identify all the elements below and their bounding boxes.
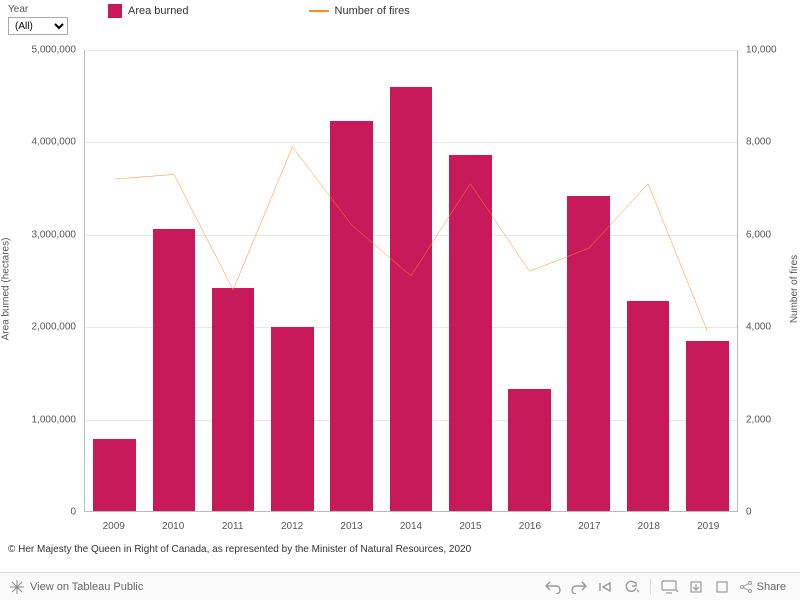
y2-ticks: 0 2,000 4,000 6,000 8,000 10,000 bbox=[740, 40, 780, 538]
y1-tick: 4,000,000 bbox=[32, 137, 77, 148]
x-axis-label: 2015 bbox=[441, 521, 500, 532]
chart: Area burned (hectares) Number of fires 0… bbox=[0, 40, 800, 538]
x-axis-label: 2017 bbox=[560, 521, 619, 532]
footer-divider bbox=[650, 579, 651, 595]
y2-tick: 10,000 bbox=[746, 45, 777, 56]
fullscreen-icon bbox=[715, 580, 729, 594]
x-axis-label: 2014 bbox=[381, 521, 440, 532]
legend-swatch-fires bbox=[309, 10, 329, 12]
x-axis-label: 2010 bbox=[143, 521, 202, 532]
replay-icon bbox=[597, 580, 613, 594]
legend-item-fires: Number of fires bbox=[309, 4, 410, 18]
line-series bbox=[85, 50, 737, 511]
legend-label-area: Area burned bbox=[128, 5, 189, 17]
y2-tick: 8,000 bbox=[746, 137, 771, 148]
x-axis-labels: 2009201020112012201320142015201620172018… bbox=[84, 521, 738, 532]
share-icon bbox=[739, 580, 753, 594]
download-button[interactable] bbox=[683, 576, 709, 598]
y2-tick: 0 bbox=[746, 507, 752, 518]
legend-swatch-area bbox=[108, 4, 122, 18]
view-on-tableau-link[interactable]: View on Tableau Public bbox=[10, 580, 143, 594]
x-axis-label: 2019 bbox=[679, 521, 738, 532]
tableau-icon bbox=[10, 580, 24, 594]
tableau-footer: View on Tableau Public Share bbox=[0, 572, 800, 600]
y1-tick: 5,000,000 bbox=[32, 45, 77, 56]
y1-ticks: 0 1,000,000 2,000,000 3,000,000 4,000,000 5,0… bbox=[20, 40, 82, 538]
download-icon bbox=[689, 580, 703, 594]
x-axis-label: 2012 bbox=[262, 521, 321, 532]
x-axis-label: 2018 bbox=[619, 521, 678, 532]
y1-tick: 2,000,000 bbox=[32, 322, 77, 333]
share-label: Share bbox=[757, 581, 786, 593]
year-filter-label: Year bbox=[8, 4, 68, 15]
device-icon bbox=[661, 580, 679, 594]
y2-axis-label: Number of fires bbox=[789, 255, 800, 323]
legend: Area burned Number of fires bbox=[108, 4, 410, 18]
y1-tick: 0 bbox=[70, 507, 76, 518]
y2-tick: 4,000 bbox=[746, 322, 771, 333]
legend-label-fires: Number of fires bbox=[335, 5, 410, 17]
x-axis-label: 2011 bbox=[203, 521, 262, 532]
redo-icon bbox=[571, 580, 587, 594]
year-select[interactable]: (All) bbox=[8, 17, 68, 35]
share-button[interactable]: Share bbox=[735, 580, 790, 594]
y1-axis-label: Area burned (hectares) bbox=[1, 238, 12, 341]
legend-item-area: Area burned bbox=[108, 4, 189, 18]
y2-tick: 6,000 bbox=[746, 229, 771, 240]
x-axis-label: 2016 bbox=[500, 521, 559, 532]
fires-line[interactable] bbox=[115, 147, 708, 331]
view-on-tableau-label: View on Tableau Public bbox=[30, 581, 143, 593]
x-axis-label: 2013 bbox=[322, 521, 381, 532]
year-filter: Year (All) bbox=[8, 4, 68, 35]
replay-button[interactable] bbox=[592, 576, 618, 598]
fullscreen-button[interactable] bbox=[709, 576, 735, 598]
redo-button[interactable] bbox=[566, 576, 592, 598]
plot-area bbox=[84, 50, 738, 512]
copyright-text: © Her Majesty the Queen in Right of Cana… bbox=[0, 538, 800, 557]
undo-icon bbox=[545, 580, 561, 594]
device-button[interactable] bbox=[657, 576, 683, 598]
refresh-icon bbox=[623, 580, 639, 594]
pause-button[interactable] bbox=[618, 576, 644, 598]
y2-tick: 2,000 bbox=[746, 414, 771, 425]
x-axis-label: 2009 bbox=[84, 521, 143, 532]
y1-tick: 1,000,000 bbox=[32, 414, 77, 425]
y1-tick: 3,000,000 bbox=[32, 229, 77, 240]
undo-button[interactable] bbox=[540, 576, 566, 598]
